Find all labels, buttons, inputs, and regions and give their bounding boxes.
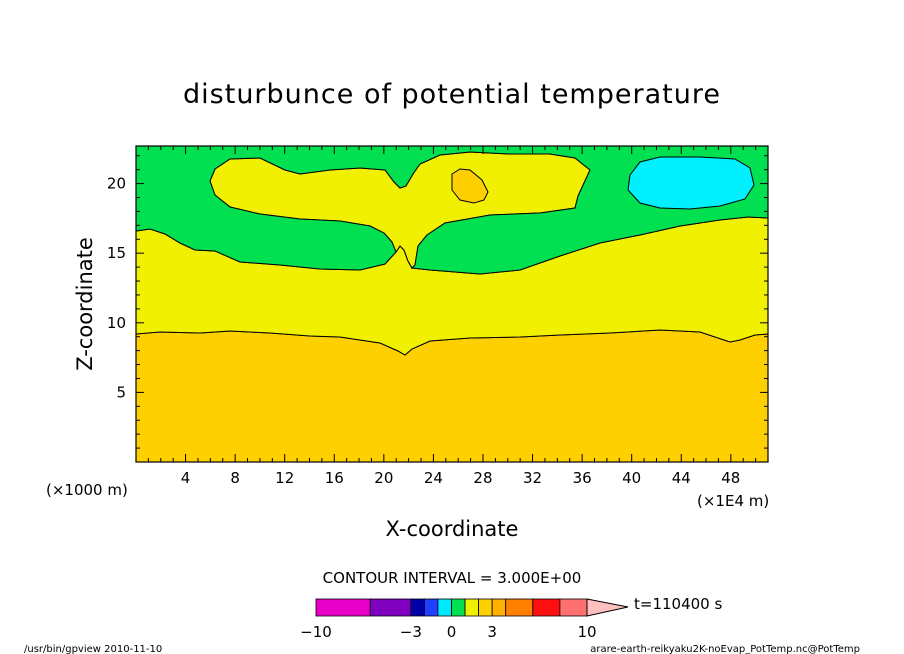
colorbar: −10 −3 0 3 10 <box>300 598 629 641</box>
colorbar-label: −10 <box>300 623 332 641</box>
region-orange-lower <box>135 329 769 463</box>
x-tick-label: 32 <box>523 469 542 487</box>
x-tick-label: 44 <box>672 469 691 487</box>
colorbar-label: 3 <box>487 623 497 641</box>
colorbar-segment <box>491 598 507 617</box>
x-tick-label: 20 <box>374 469 393 487</box>
region-green-arms <box>135 145 769 275</box>
x-tick-label: 24 <box>424 469 443 487</box>
colorbar-label: 0 <box>447 623 457 641</box>
x-tick-label: 40 <box>622 469 641 487</box>
colorbar-segments <box>315 598 588 617</box>
colorbar-segment <box>451 598 466 617</box>
colorbar-segment <box>369 598 412 617</box>
x-tick-label: 28 <box>473 469 492 487</box>
x-unit-left: (×1000 m) <box>46 481 128 499</box>
colorbar-segment <box>464 598 479 617</box>
x-tick-label: 36 <box>573 469 592 487</box>
x-unit-right: (×1E4 m) <box>697 492 769 510</box>
plot-area <box>135 145 769 463</box>
y-tick-label: 10 <box>107 314 126 332</box>
x-tick-label: 4 <box>181 469 191 487</box>
colorbar-segment <box>478 598 493 617</box>
x-tick-label: 16 <box>325 469 344 487</box>
x-axis-label: X-coordinate <box>386 517 519 541</box>
y-tick-labels: 5 10 15 20 <box>107 175 126 402</box>
region-orange-blob <box>451 168 489 204</box>
colorbar-labels: −10 −3 0 3 10 <box>300 623 596 641</box>
contour-interval-label: CONTOUR INTERVAL = 3.000E+00 <box>323 569 582 587</box>
x-tick-labels: 4 8 12 16 20 24 28 32 36 40 44 48 <box>181 469 741 487</box>
colorbar-triangle <box>586 598 629 617</box>
y-tick-label: 5 <box>116 383 126 401</box>
time-label: t=110400 s <box>634 595 722 613</box>
colorbar-segment <box>532 598 561 617</box>
region-cyan <box>627 156 755 210</box>
colorbar-segment <box>423 598 439 617</box>
y-tick-label: 15 <box>107 244 126 262</box>
y-tick-label: 20 <box>107 175 126 193</box>
x-tick-label: 48 <box>721 469 740 487</box>
tick-marks <box>136 146 768 462</box>
chart-title: disturbunce of potential temperature <box>183 79 721 110</box>
footer-right: arare-earth-reikyaku2K-noEvap_PotTemp.nc… <box>590 644 860 654</box>
colorbar-segment <box>559 598 588 617</box>
colorbar-segment <box>505 598 534 617</box>
footer-left: /usr/bin/gpview 2010-11-10 <box>24 644 162 654</box>
colorbar-segment <box>410 598 425 617</box>
y-axis-label: Z-coordinate <box>73 237 97 371</box>
x-tick-label: 12 <box>275 469 294 487</box>
colorbar-label: −3 <box>400 623 422 641</box>
plot-frame <box>135 145 769 463</box>
x-tick-label: 8 <box>230 469 240 487</box>
colorbar-segment <box>315 598 371 617</box>
colorbar-label: 10 <box>577 623 596 641</box>
colorbar-segment <box>437 598 452 617</box>
